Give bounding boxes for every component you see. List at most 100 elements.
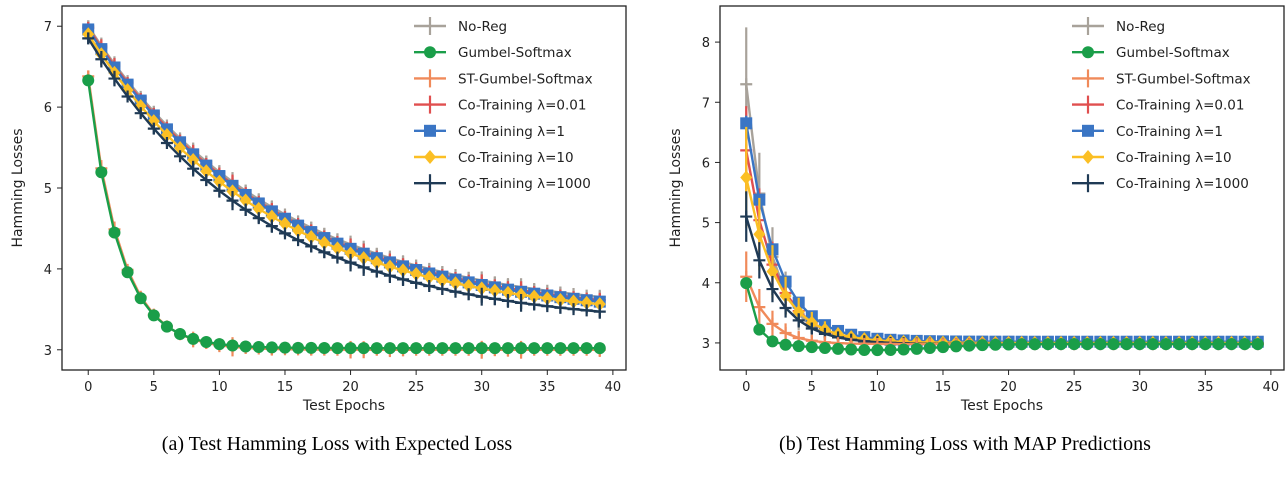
data-point <box>239 340 252 353</box>
series-st-gumbel-softmax <box>740 251 1264 351</box>
data-point <box>370 255 383 270</box>
y-tick-label: 5 <box>702 217 710 232</box>
legend-item-gumbel-softmax: Gumbel-Softmax <box>1072 45 1230 61</box>
data-point <box>213 174 226 189</box>
plot-area <box>740 27 1264 357</box>
data-point <box>278 341 291 354</box>
data-point <box>1173 338 1186 351</box>
data-point <box>884 343 897 356</box>
y-tick-label: 7 <box>702 96 710 111</box>
legend-item-co-training-lambda-0-01: Co-Training λ=0.01 <box>1072 95 1245 114</box>
data-point <box>1225 338 1238 351</box>
legend-marker <box>1082 150 1094 164</box>
data-point <box>832 342 845 355</box>
x-tick-label: 0 <box>84 380 92 395</box>
x-tick-label: 15 <box>935 380 952 395</box>
data-point <box>1002 338 1015 351</box>
x-tick-label: 10 <box>211 380 228 395</box>
data-point <box>1107 338 1120 351</box>
data-point <box>541 342 554 355</box>
y-axis-label: Hamming Losses <box>10 128 26 247</box>
legend-item-gumbel-softmax: Gumbel-Softmax <box>414 45 572 61</box>
x-axis-label: Test Epochs <box>960 398 1043 414</box>
data-point <box>82 74 95 87</box>
data-point <box>488 292 501 305</box>
data-point <box>239 203 252 216</box>
data-point <box>740 210 753 223</box>
data-point <box>200 164 213 179</box>
data-point <box>147 122 160 135</box>
y-tick-label: 8 <box>702 36 710 51</box>
data-point <box>174 140 187 155</box>
data-point <box>1068 338 1081 351</box>
data-point <box>187 162 200 175</box>
data-point <box>740 117 753 130</box>
data-point <box>213 338 226 351</box>
x-tick-label: 30 <box>1131 380 1148 395</box>
data-point <box>528 289 541 304</box>
data-point <box>766 283 779 296</box>
data-point <box>779 288 792 303</box>
data-point <box>187 332 200 345</box>
x-tick-label: 10 <box>869 380 886 395</box>
x-tick-label: 40 <box>1263 380 1280 395</box>
y-tick-label: 3 <box>44 344 52 359</box>
legend-marker <box>424 46 436 59</box>
legend-label: Co-Training λ=1 <box>458 124 565 140</box>
data-point <box>305 240 318 253</box>
data-point <box>515 296 528 309</box>
data-point <box>963 339 976 352</box>
data-point <box>82 32 95 45</box>
data-point <box>753 227 766 242</box>
data-point <box>436 342 449 355</box>
data-point <box>95 166 108 179</box>
legend-label: Co-Training λ=1000 <box>458 176 591 192</box>
data-point <box>134 292 147 305</box>
data-point <box>805 322 818 335</box>
series-line <box>87 28 600 303</box>
data-point <box>278 227 291 240</box>
data-point <box>1133 338 1146 351</box>
series-line <box>745 177 1258 345</box>
data-point <box>423 280 436 293</box>
data-point <box>305 341 318 354</box>
data-point <box>805 341 818 354</box>
legend-item-no-reg: No-Reg <box>414 17 507 35</box>
data-point <box>740 78 753 91</box>
series-co-training-lambda-10 <box>82 27 606 312</box>
data-point <box>449 285 462 298</box>
legend-item-st-gumbel-softmax: ST-Gumbel-Softmax <box>414 69 593 87</box>
data-point <box>449 342 462 355</box>
data-point <box>331 241 344 256</box>
data-point <box>200 174 213 187</box>
data-point <box>383 269 396 282</box>
data-point <box>292 223 305 238</box>
legend-marker <box>1082 124 1094 137</box>
data-point <box>1251 338 1264 351</box>
data-point <box>528 298 541 311</box>
series-gumbel-softmax <box>740 277 1264 357</box>
series-line <box>87 25 600 299</box>
legend-label: Gumbel-Softmax <box>458 45 572 61</box>
x-tick-label: 20 <box>342 380 359 395</box>
data-point <box>252 201 265 216</box>
data-point <box>265 209 278 224</box>
legend-label: ST-Gumbel-Softmax <box>458 71 593 87</box>
data-point <box>462 342 475 355</box>
data-point <box>410 276 423 289</box>
series-line <box>87 37 600 313</box>
legend-item-co-training-lambda-10: Co-Training λ=10 <box>1072 150 1232 166</box>
data-point <box>554 292 567 307</box>
series-gumbel-softmax <box>82 74 606 355</box>
data-point <box>593 305 606 318</box>
data-point <box>174 150 187 163</box>
legend: No-Reg Gumbel-Softmax ST-Gumbel-Softmax Co-… <box>1072 17 1251 193</box>
data-point <box>1199 338 1212 351</box>
data-point <box>541 300 554 313</box>
data-point <box>792 340 805 353</box>
x-tick-label: 0 <box>742 380 750 395</box>
legend-label: Gumbel-Softmax <box>1116 45 1230 61</box>
data-point <box>265 341 278 354</box>
data-point <box>1238 338 1251 351</box>
